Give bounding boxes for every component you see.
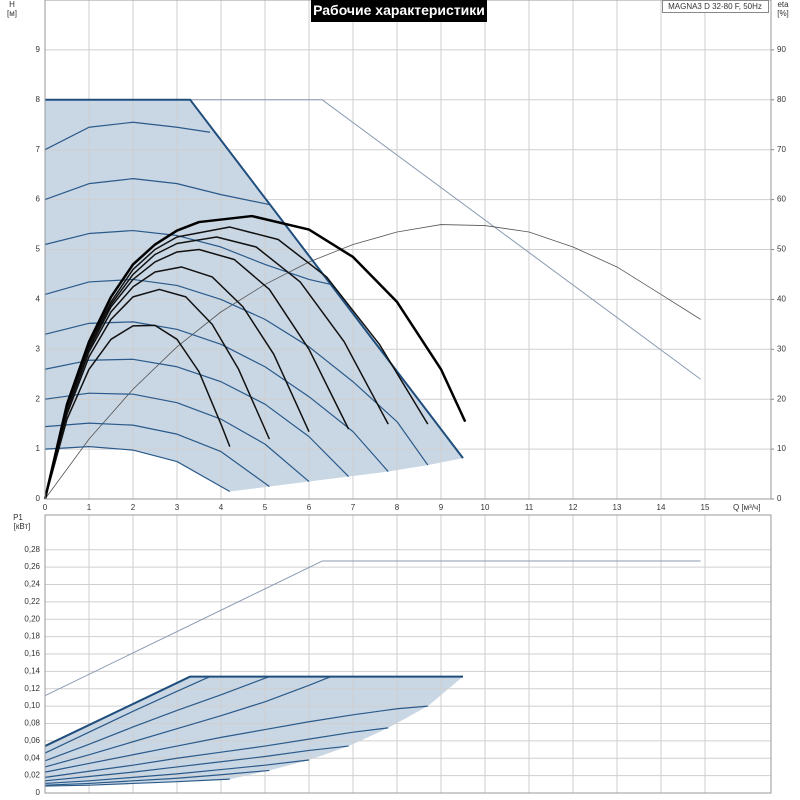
curve <box>44 727 389 778</box>
curve <box>44 705 428 773</box>
y2-tick-label: 0 <box>777 494 782 503</box>
curve <box>44 178 270 206</box>
y2-axis-unit: [%] <box>777 9 789 18</box>
y2-tick-label: 20 <box>777 394 786 403</box>
y-tick-label: 1 <box>36 444 41 453</box>
curve <box>45 98 464 459</box>
y-tick-label: 5 <box>36 245 41 254</box>
curve <box>44 321 389 472</box>
y-tick-label: 0,02 <box>24 771 40 780</box>
y-tick-label: 0,16 <box>24 649 40 658</box>
y-tick-label: 9 <box>36 45 41 54</box>
x-tick-label: 5 <box>263 503 268 512</box>
curve <box>44 278 429 466</box>
y-tick-label: 0,20 <box>24 614 40 623</box>
x-axis-label: Q [м³/ч] <box>733 503 760 512</box>
y-tick-label: 0,10 <box>24 701 40 710</box>
y2-tick-label: 60 <box>777 195 786 204</box>
curve <box>44 675 463 747</box>
y-tick-label: 0,28 <box>24 545 40 554</box>
x-tick-label: 13 <box>613 503 622 512</box>
y-tick-label: 0,08 <box>24 719 40 728</box>
y2-tick-label: 10 <box>777 444 786 453</box>
x-tick-label: 15 <box>701 503 710 512</box>
y-tick-label: 0 <box>36 788 41 797</box>
chart-title: Рабочие характеристики <box>313 2 485 18</box>
y-axis-label: H <box>9 0 15 9</box>
x-tick-label: 0 <box>43 503 48 512</box>
curve <box>44 759 310 785</box>
y-tick-label: 6 <box>36 195 41 204</box>
curve <box>44 422 270 488</box>
curve <box>44 560 701 697</box>
curve <box>43 214 467 500</box>
curve <box>44 266 310 500</box>
plot-frame <box>44 0 772 500</box>
y-tick-label: 0,06 <box>24 736 40 745</box>
y-tick-label: 7 <box>36 145 41 154</box>
y-tick-label: 0,22 <box>24 597 40 606</box>
curve <box>44 769 270 786</box>
y-axis-unit: [м] <box>7 9 17 18</box>
y-tick-label: 4 <box>36 295 41 304</box>
plot: 0 0,02 0,04 0,06 0,08 0,10 0,12 0,14 0,16 0,18 0,2… <box>24 514 772 797</box>
y2-tick-label: 90 <box>777 45 786 54</box>
x-tick-label: 9 <box>439 503 444 512</box>
y-tick-label: 0,04 <box>24 753 40 762</box>
plot-frame <box>44 514 772 794</box>
plot: 0 1 2 3 4 5 6 7 8 9 10 11 12 13 14 15012345678901020304… <box>36 0 786 512</box>
curve <box>44 745 349 782</box>
curve <box>44 121 211 151</box>
operating-area <box>45 99 463 492</box>
curve <box>44 229 332 286</box>
x-tick-label: 14 <box>657 503 666 512</box>
x-tick-label: 6 <box>307 503 312 512</box>
y2-tick-label: 80 <box>777 95 786 104</box>
x-tick-label: 11 <box>525 503 534 512</box>
y-tick-label: 0,24 <box>24 580 40 589</box>
x-tick-label: 1 <box>87 503 92 512</box>
x-tick-label: 7 <box>351 503 356 512</box>
y-axis-label: P1 <box>13 513 23 522</box>
curve <box>44 676 332 768</box>
curve <box>44 324 231 500</box>
curve <box>44 446 231 493</box>
y-tick-label: 0,26 <box>24 562 40 571</box>
y-tick-label: 2 <box>36 394 41 403</box>
y2-axis-label: eta <box>777 0 789 9</box>
y-tick-label: 0,14 <box>24 666 40 675</box>
y2-tick-label: 70 <box>777 145 786 154</box>
x-tick-label: 10 <box>481 503 490 512</box>
y2-tick-label: 50 <box>777 245 786 254</box>
x-tick-label: 12 <box>569 503 578 512</box>
y-tick-label: 3 <box>36 344 41 353</box>
curve <box>44 676 211 754</box>
y2-tick-label: 30 <box>777 344 786 353</box>
curve <box>44 778 230 787</box>
y2-tick-label: 40 <box>777 295 786 304</box>
x-tick-label: 3 <box>175 503 180 512</box>
title-box <box>311 0 487 22</box>
curve <box>44 288 271 500</box>
y-tick-label: 0,18 <box>24 632 40 641</box>
y-tick-label: 0,12 <box>24 684 40 693</box>
curve <box>44 392 310 482</box>
y-axis-unit: [кВт] <box>14 522 31 531</box>
x-tick-label: 8 <box>395 503 400 512</box>
x-tick-label: 4 <box>219 503 224 512</box>
y-tick-label: 8 <box>36 95 41 104</box>
annotation: MAGNA3 D 32-80 F, 50Hz <box>668 2 762 11</box>
y-tick-label: 0 <box>36 494 41 503</box>
annotation-box <box>662 0 769 13</box>
curve <box>44 236 389 500</box>
x-tick-label: 2 <box>131 503 136 512</box>
curve <box>44 676 270 762</box>
curve <box>44 224 701 500</box>
